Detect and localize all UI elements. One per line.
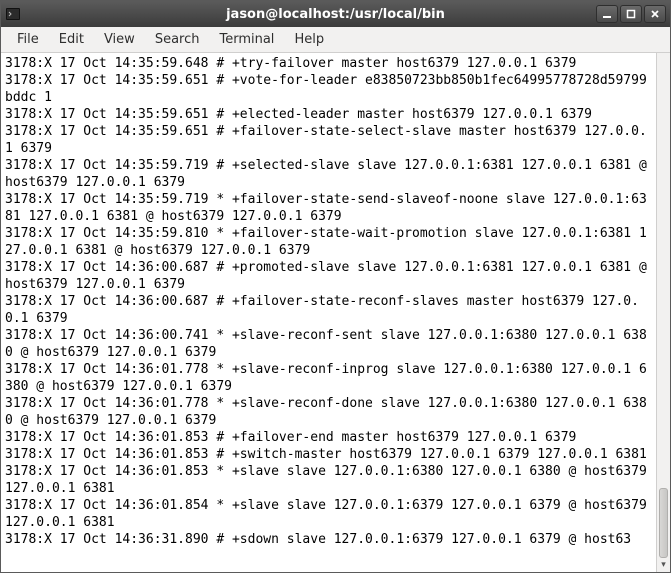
scrollbar-thumb[interactable] [659,488,668,558]
window-controls [596,5,666,23]
terminal-output[interactable]: 3178:X 17 Oct 14:35:59.648 # +try-failov… [1,53,656,572]
titlebar: jason@localhost:/usr/local/bin [1,1,670,27]
terminal-area: 3178:X 17 Oct 14:35:59.648 # +try-failov… [1,53,670,572]
maximize-button[interactable] [620,5,642,23]
menubar: File Edit View Search Terminal Help [1,27,670,53]
terminal-app-icon [5,6,21,22]
menu-help[interactable]: Help [284,29,334,50]
scrollbar-down-arrow-icon[interactable]: ▾ [657,558,670,572]
menu-search[interactable]: Search [145,29,210,50]
scrollbar[interactable]: ▾ [656,53,670,572]
terminal-window: jason@localhost:/usr/local/bin File Edit… [0,0,671,573]
menu-terminal[interactable]: Terminal [209,29,284,50]
menu-view[interactable]: View [94,29,145,50]
menu-file[interactable]: File [7,29,49,50]
window-title: jason@localhost:/usr/local/bin [226,7,445,22]
minimize-button[interactable] [596,5,618,23]
close-button[interactable] [644,5,666,23]
menu-edit[interactable]: Edit [49,29,94,50]
